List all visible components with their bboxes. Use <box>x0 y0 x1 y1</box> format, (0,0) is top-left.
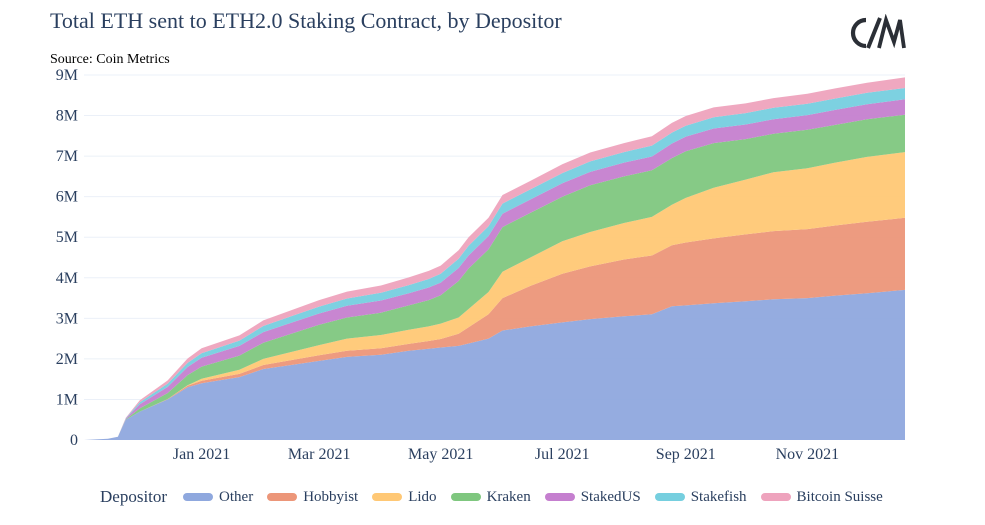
area-series-hobbyist <box>84 217 905 440</box>
legend-label: Lido <box>408 488 437 505</box>
legend-swatch <box>654 493 685 501</box>
x-tick-label: Jan 2021 <box>173 446 230 463</box>
legend-label: Bitcoin Suisse <box>796 488 883 505</box>
legend-label: Hobbyist <box>303 488 359 505</box>
y-tick-label: 4M <box>56 270 78 287</box>
legend-item-hobbyist[interactable]: Hobbyist <box>267 489 358 506</box>
x-tick-label: Sep 2021 <box>656 446 716 463</box>
x-tick-label: Jul 2021 <box>535 446 590 463</box>
legend-item-lido[interactable]: Lido <box>372 488 437 506</box>
y-axis: 0 1M 2M 3M 4M 5M 6M 7M 8M 9M <box>56 67 78 449</box>
y-tick-label: 1M <box>56 391 78 408</box>
legend-label: Kraken <box>486 488 531 505</box>
x-tick-label: Mar 2021 <box>288 446 351 463</box>
y-tick-label: 8M <box>56 108 78 125</box>
y-tick-label: 5M <box>56 229 78 246</box>
legend-item-bitcoin-suisse[interactable]: Bitcoin Suisse <box>760 488 883 506</box>
area-series-lido <box>84 152 905 440</box>
y-tick-label: 3M <box>56 310 78 327</box>
chart-source: Source: Coin Metrics <box>50 52 170 67</box>
legend-swatch <box>183 493 214 501</box>
y-tick-label: 2M <box>56 351 78 368</box>
area-layer <box>84 77 905 441</box>
x-tick-label: Nov 2021 <box>776 446 840 463</box>
legend-title: Depositor <box>100 487 168 506</box>
x-axis: Jan 2021 Mar 2021 May 2021 Jul 2021 Sep 2021… <box>173 446 839 463</box>
area-series-kraken <box>84 114 905 440</box>
legend: Depositor Other Hobbyist Lido Kraken StakedU… <box>100 486 897 508</box>
x-tick-label: May 2021 <box>408 446 473 463</box>
legend-label: Other <box>219 488 254 505</box>
legend-swatch <box>372 493 403 501</box>
coin-metrics-logo <box>850 14 906 49</box>
y-tick-label: 6M <box>56 189 78 206</box>
area-series-other <box>84 289 905 440</box>
legend-item-stakefish[interactable]: Stakefish <box>654 488 747 506</box>
legend-swatch <box>450 493 481 501</box>
y-tick-label: 0 <box>70 432 78 449</box>
legend-item-stakedus[interactable]: StakedUS <box>544 488 641 506</box>
legend-item-other[interactable]: Other <box>183 489 253 506</box>
legend-swatch <box>760 493 791 501</box>
legend-label: Stakefish <box>690 488 747 505</box>
legend-swatch <box>267 493 298 501</box>
chart-title: Total ETH sent to ETH2.0 Staking Contrac… <box>50 8 562 33</box>
legend-item-kraken[interactable]: Kraken <box>450 488 531 506</box>
legend-swatch <box>544 493 575 501</box>
y-tick-label: 7M <box>56 148 78 165</box>
legend-label: StakedUS <box>580 488 641 505</box>
y-tick-label: 9M <box>56 67 78 84</box>
